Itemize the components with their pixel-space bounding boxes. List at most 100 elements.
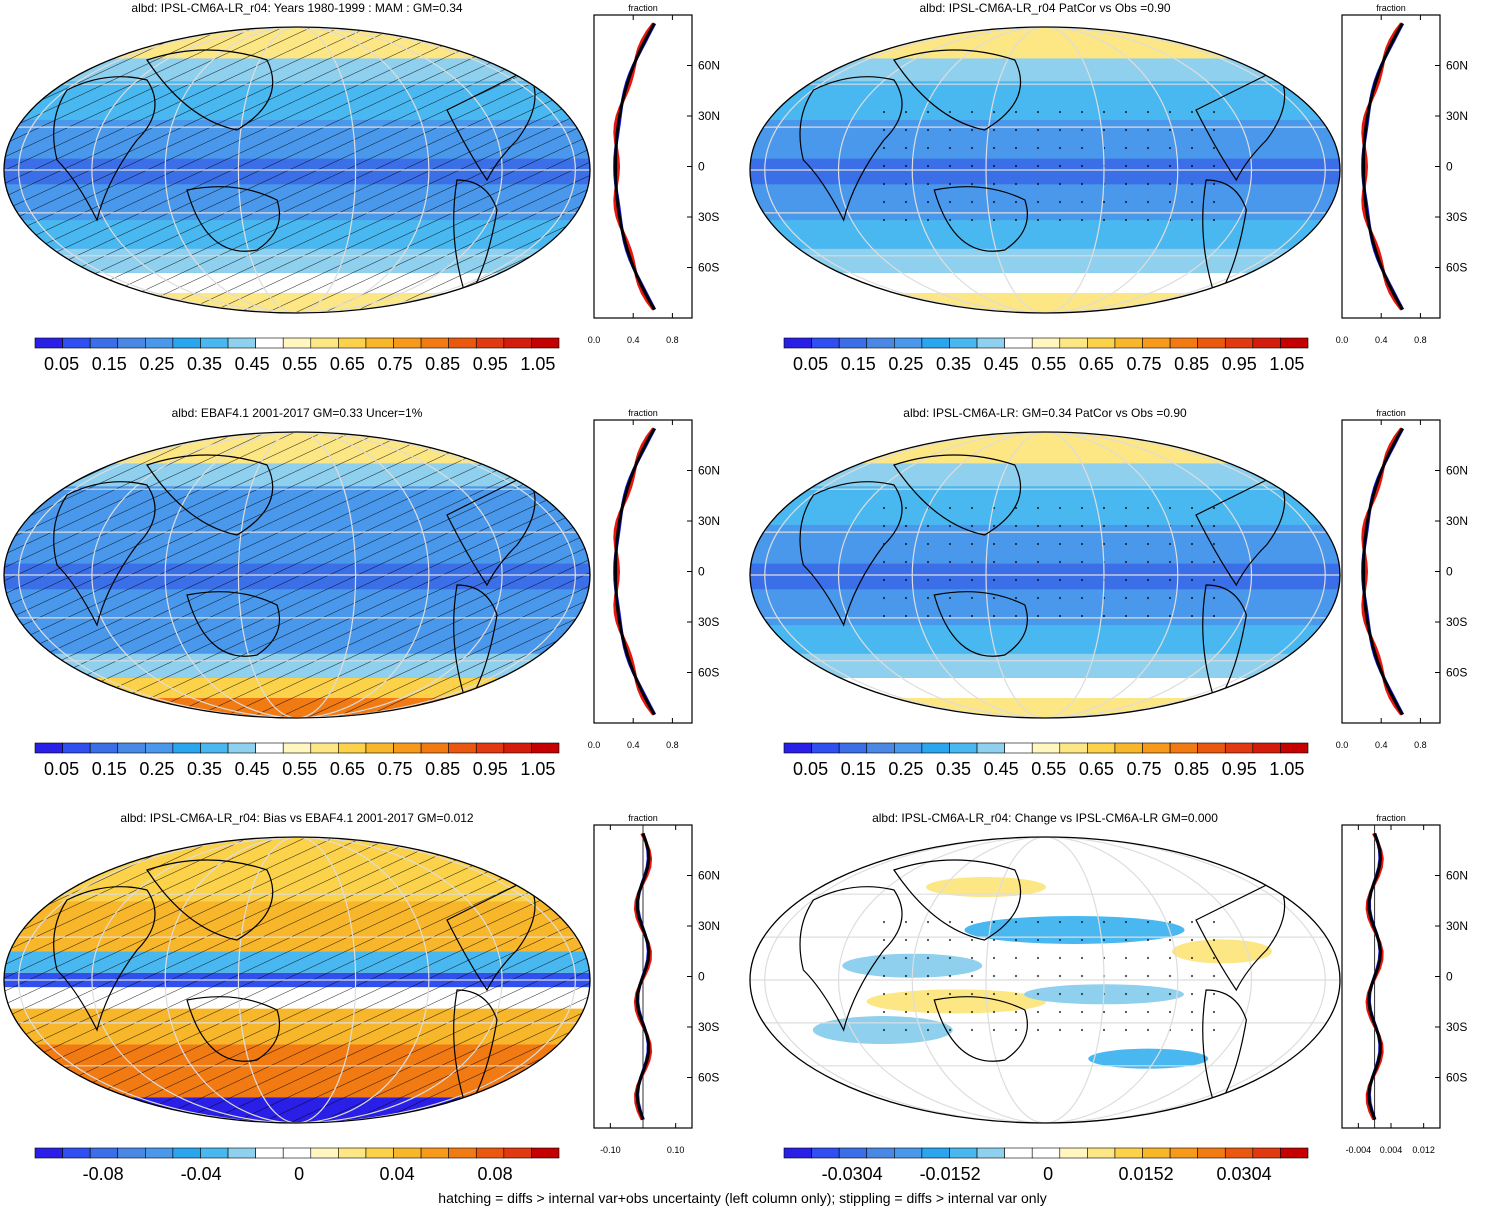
profile-x-tick-label: 0.012 [1412,1145,1435,1155]
profile-lat-label: 30N [698,514,720,528]
colorbar-label: 0.05 [44,759,79,779]
colorbar-label: 0.25 [139,759,174,779]
colorbar-label: 0.95 [1222,759,1257,779]
colorbar-swatch [338,742,367,754]
colorbar-label: 0.55 [1031,759,1066,779]
colorbar-swatch [145,1147,174,1159]
colorbar-swatch [1224,337,1254,349]
colorbar-label: 0.85 [1174,354,1209,374]
colorbar-swatch [338,337,367,349]
profile-x-title: fraction [1376,813,1406,823]
profile-x-tick-label: 0.4 [1375,335,1388,345]
colorbar-label: 0.25 [888,354,923,374]
colorbar-swatch [1142,337,1171,349]
colorbar-swatch [1197,742,1226,754]
colorbar-swatch [172,337,201,349]
profile-lat-label: 60N [698,464,720,478]
profile-lat-label: 0 [698,160,705,174]
colorbar-label: 0.35 [936,759,971,779]
profile-x-tick-label: 0.0 [1336,335,1349,345]
colorbar-swatch [811,337,840,349]
map-field [4,837,590,1123]
colorbar-label: 1.05 [520,759,555,779]
colorbar-swatch [1087,742,1116,754]
profile-lat-label: 60S [698,261,719,275]
profile-lat-label: 30S [1446,1020,1467,1034]
colorbar-label: 0.25 [888,759,923,779]
map-field [4,432,590,718]
profile-line-red [613,427,655,716]
colorbar-swatch [894,742,923,754]
colorbar-label: 1.05 [520,354,555,374]
colorbar-swatch [448,742,477,754]
colorbar-swatch [1142,1147,1171,1159]
profile-line-black [1362,22,1404,311]
colorbar-swatch [1004,742,1033,754]
map-field [750,432,1340,718]
colorbar-swatch [145,742,174,754]
profile-x-tick-label: 0.8 [1414,335,1427,345]
colorbar-label: 0.85 [425,759,460,779]
colorbar-label: 0.35 [936,354,971,374]
colorbar-swatch [1004,1147,1033,1159]
zonal-profile-5: fraction -0.10 0.10 60N 30N 0 30S 60S [593,813,720,1155]
colorbar-swatch [949,337,978,349]
colorbar-swatch [448,1147,477,1159]
colorbar-5: -0.08 -0.04 0 0.04 0.08 [34,1147,560,1184]
colorbar-swatch [1114,742,1143,754]
colorbar-swatch [1280,337,1309,349]
colorbar-label: 0.65 [1079,354,1114,374]
profile-line-red [1361,22,1403,311]
colorbar-swatch [420,742,449,754]
zonal-profile-3: fraction 0.0 0.4 0.8 60N 30N 0 30S 60S [588,408,720,750]
colorbar-swatch [1114,1147,1143,1159]
profile-frame [593,14,693,319]
panel-title: albd: IPSL-CM6A-LR_r04: Change vs IPSL-C… [872,811,1218,825]
map-field [750,27,1340,313]
colorbar-label: -0.0152 [920,1164,981,1184]
colorbar-swatch [1169,742,1198,754]
profile-x-tick-label: 0.10 [667,1145,685,1155]
colorbar-swatch [921,337,950,349]
colorbar-swatch [811,742,840,754]
colorbar-label: -0.04 [181,1164,222,1184]
profile-lat-label: 0 [698,565,705,579]
colorbar-swatch [1280,1147,1309,1159]
colorbar-label: 0.05 [793,759,828,779]
colorbar-label: 0.45 [235,354,270,374]
profile-frame [1341,419,1441,724]
colorbar-label: 0.0152 [1119,1164,1174,1184]
colorbar-label: 0.55 [282,759,317,779]
colorbar-swatch [838,1147,868,1159]
colorbar-swatch [420,1147,449,1159]
colorbar-swatch [1087,1147,1116,1159]
colorbar-label: 0.75 [378,354,413,374]
colorbar-6: -0.0304 -0.0152 0 0.0152 0.0304 [783,1147,1309,1184]
profile-x-title: fraction [1376,408,1406,418]
colorbar-swatch [62,1147,91,1159]
profile-lat-label: 30S [698,210,719,224]
map-panel-2: albd: IPSL-CM6A-LR_r04 PatCor vs Obs =0.… [749,1,1341,314]
colorbar-label: 0.95 [473,759,508,779]
colorbar-swatch [227,1147,256,1159]
figure-footer-note: hatching = diffs > internal var+obs unce… [438,1190,1047,1206]
colorbar-swatch [62,742,91,754]
colorbar-1: 0.05 0.15 0.25 0.35 0.45 0.55 0.65 0.75 0.85 0.95… [34,337,560,374]
profile-x-title: fraction [628,408,658,418]
colorbar-swatch [393,1147,422,1159]
colorbar-label: 0.95 [473,354,508,374]
graticule [4,432,590,718]
map-panel-4: albd: IPSL-CM6A-LR: GM=0.34 PatCor vs Ob… [749,406,1341,719]
colorbar-2: 0.05 0.15 0.25 0.35 0.45 0.55 0.65 0.75 0.85 0.95… [783,337,1309,374]
colorbar-swatch [310,742,339,754]
colorbar-swatch [255,1147,284,1159]
profile-lat-label: 30N [698,919,720,933]
colorbar-swatch [227,337,256,349]
zonal-profile-4: fraction 0.0 0.4 0.8 60N 30N 0 30S 60S [1336,408,1468,750]
map-outline [3,836,591,1124]
colorbar-label: 0.45 [235,759,270,779]
colorbar-label: 0.04 [380,1164,415,1184]
colorbar-label: 0.08 [478,1164,513,1184]
colorbar-label: 0.35 [187,354,222,374]
colorbar-swatch [866,742,895,754]
